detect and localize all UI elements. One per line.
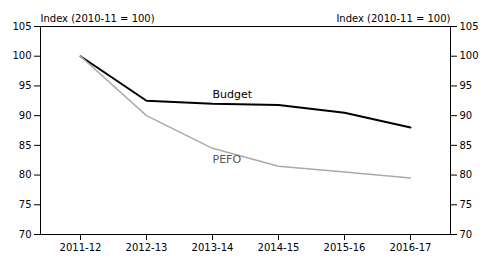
svg-text:Budget: Budget xyxy=(213,88,253,101)
svg-text:95: 95 xyxy=(460,80,473,91)
svg-text:105: 105 xyxy=(460,21,479,32)
svg-text:2016-17: 2016-17 xyxy=(390,242,432,253)
svg-text:PEFO: PEFO xyxy=(213,153,242,166)
svg-text:105: 105 xyxy=(12,21,31,32)
svg-text:2015-16: 2015-16 xyxy=(324,242,366,253)
svg-text:Index (2010-11 = 100): Index (2010-11 = 100) xyxy=(41,13,155,24)
svg-text:95: 95 xyxy=(19,80,32,91)
svg-text:75: 75 xyxy=(19,199,32,210)
svg-text:80: 80 xyxy=(19,169,32,180)
svg-text:90: 90 xyxy=(19,110,32,121)
svg-text:2014-15: 2014-15 xyxy=(258,242,300,253)
svg-text:70: 70 xyxy=(19,229,32,240)
svg-text:80: 80 xyxy=(460,169,473,180)
svg-text:75: 75 xyxy=(460,199,473,210)
svg-text:85: 85 xyxy=(460,140,473,151)
svg-text:100: 100 xyxy=(12,50,31,61)
svg-text:2012-13: 2012-13 xyxy=(126,242,168,253)
svg-text:2013-14: 2013-14 xyxy=(192,242,234,253)
svg-text:85: 85 xyxy=(19,140,32,151)
svg-text:90: 90 xyxy=(460,110,473,121)
svg-text:2011-12: 2011-12 xyxy=(60,242,102,253)
svg-text:100: 100 xyxy=(460,50,479,61)
svg-text:70: 70 xyxy=(460,229,473,240)
svg-text:Index (2010-11 = 100): Index (2010-11 = 100) xyxy=(336,13,450,24)
